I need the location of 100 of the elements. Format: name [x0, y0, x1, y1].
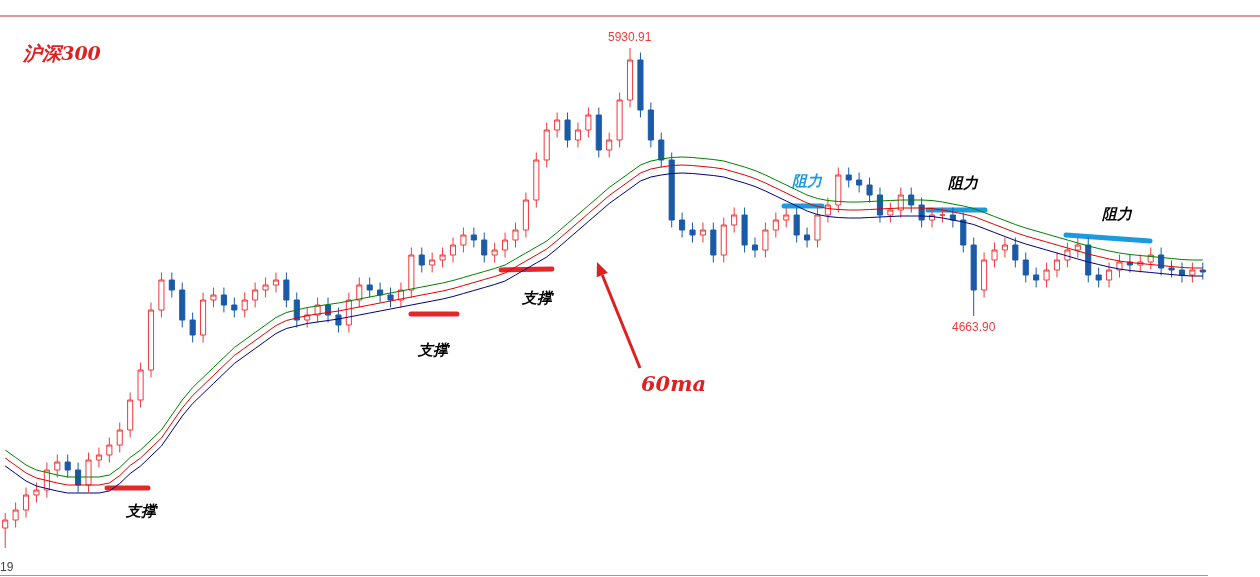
candlestick: [1095, 267, 1102, 288]
candlestick: [960, 212, 967, 253]
candlestick: [158, 272, 165, 318]
candlestick: [626, 47, 634, 108]
candlestick: [293, 292, 300, 328]
candlestick: [949, 207, 956, 228]
candlestick: [241, 292, 248, 318]
candlestick: [200, 292, 207, 343]
candlestick: [804, 227, 811, 248]
candlestick: [95, 447, 102, 468]
candlestick: [33, 482, 40, 503]
candlestick: [689, 222, 696, 243]
annotation: 阻力: [1101, 205, 1133, 223]
candlestick: [793, 207, 800, 243]
candlestick: [772, 212, 779, 238]
candlestick: [283, 272, 290, 308]
candlestick: [658, 132, 665, 168]
candlestick: [845, 167, 852, 188]
candlestick: [106, 437, 113, 463]
candlestick: [168, 272, 175, 298]
candlestick: [751, 237, 759, 258]
candlestick: [637, 52, 644, 118]
candlestick: [356, 277, 363, 308]
candlestick: [679, 212, 686, 238]
candlestick: [699, 222, 706, 243]
candlestick: [252, 282, 259, 308]
candlestick: [991, 242, 998, 268]
candlestick: [2, 512, 9, 549]
candlestick: [1043, 262, 1050, 288]
candlestick: [366, 277, 373, 298]
candlestick: [12, 502, 19, 528]
candlestick: [887, 202, 894, 223]
candlestick: [54, 454, 61, 478]
candlestick: [1053, 252, 1061, 278]
candlestick: [470, 227, 477, 248]
candlestick: [762, 222, 769, 258]
candlestick: [939, 207, 946, 223]
candlestick: [585, 107, 592, 138]
candlestick: [981, 252, 988, 298]
annotation: 60ma: [641, 371, 707, 396]
candlestick: [22, 487, 30, 518]
candlestick: [64, 454, 71, 478]
candlestick: [1064, 242, 1071, 268]
candlestick: [210, 287, 217, 308]
candlestick: [647, 102, 654, 148]
candlestick: [741, 207, 748, 253]
candlestick: [491, 242, 498, 263]
annotation: 阻力: [947, 174, 979, 192]
candlestick: [574, 122, 582, 148]
candlestick: [179, 282, 186, 328]
candlestick: [814, 207, 821, 248]
candlestick: [418, 247, 425, 273]
candlestick: [481, 232, 488, 263]
candlestick: [1147, 247, 1154, 270]
candlestick: [533, 152, 540, 208]
candlestick: [1106, 262, 1113, 288]
candlestick: [449, 237, 457, 263]
candlestick: [189, 312, 196, 343]
candlestick: [668, 152, 675, 228]
candlestick: [1199, 262, 1206, 280]
annotation: 支撑: [417, 341, 451, 359]
candlestick: [220, 287, 227, 313]
candlestick: [137, 362, 144, 408]
candlestick: [1001, 237, 1008, 258]
text: 19: [0, 560, 14, 574]
candlestick: [970, 237, 977, 317]
candlestick: [116, 422, 123, 453]
annotation: 4663.90: [952, 320, 996, 334]
candlestick: [439, 247, 446, 268]
candlestick: [710, 222, 717, 263]
candlestick: [502, 232, 509, 258]
candlestick: [720, 217, 727, 263]
candlestick: [1033, 267, 1040, 288]
candlestick: [387, 287, 394, 308]
candlestick: [1012, 237, 1019, 268]
candlestick: [856, 172, 863, 193]
candlestick: [272, 272, 280, 293]
candlestick: [1074, 237, 1081, 258]
annotation: 支撑: [521, 289, 555, 307]
candlestick: [606, 132, 613, 158]
candlestick: [564, 112, 571, 148]
chart-title: 沪深300: [22, 41, 101, 64]
candlestick: [262, 277, 269, 298]
candlestick: [127, 392, 134, 438]
candlestick: [512, 222, 519, 248]
candlestick: [824, 197, 831, 223]
candlestick: [522, 192, 529, 238]
candlestick: [866, 177, 873, 203]
candlestick: [147, 302, 155, 378]
candlestick: [835, 167, 842, 213]
annotation: 支撑: [125, 502, 159, 520]
candlestick: [616, 92, 623, 148]
candlestick: [731, 207, 738, 233]
candlestick: [554, 112, 561, 138]
candlestick: [231, 297, 238, 318]
candlestick: [408, 247, 415, 298]
candlestick: [377, 282, 384, 303]
candlestick: [1189, 262, 1196, 283]
candlestick: [543, 122, 550, 168]
candlestick: [1178, 262, 1186, 283]
